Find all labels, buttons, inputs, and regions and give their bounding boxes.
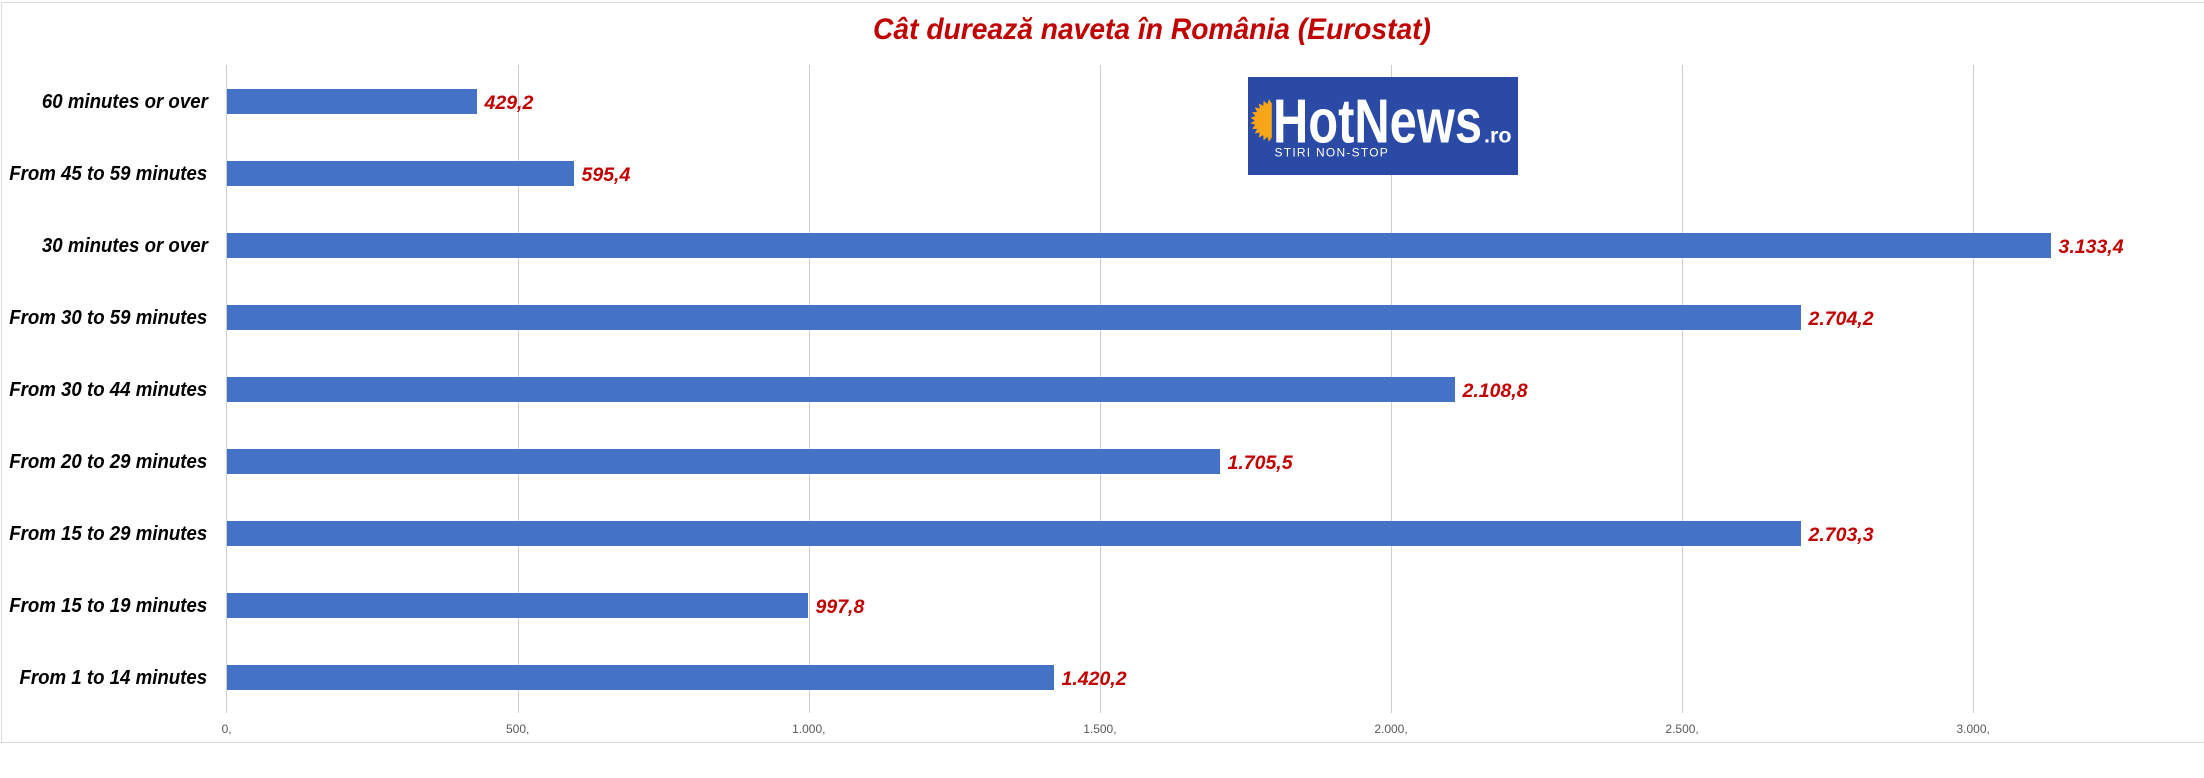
svg-text:STIRI NON-STOP: STIRI NON-STOP (1275, 145, 1390, 159)
svg-text:.ro: .ro (1484, 124, 1511, 148)
svg-text:HotNews: HotNews (1273, 87, 1482, 157)
